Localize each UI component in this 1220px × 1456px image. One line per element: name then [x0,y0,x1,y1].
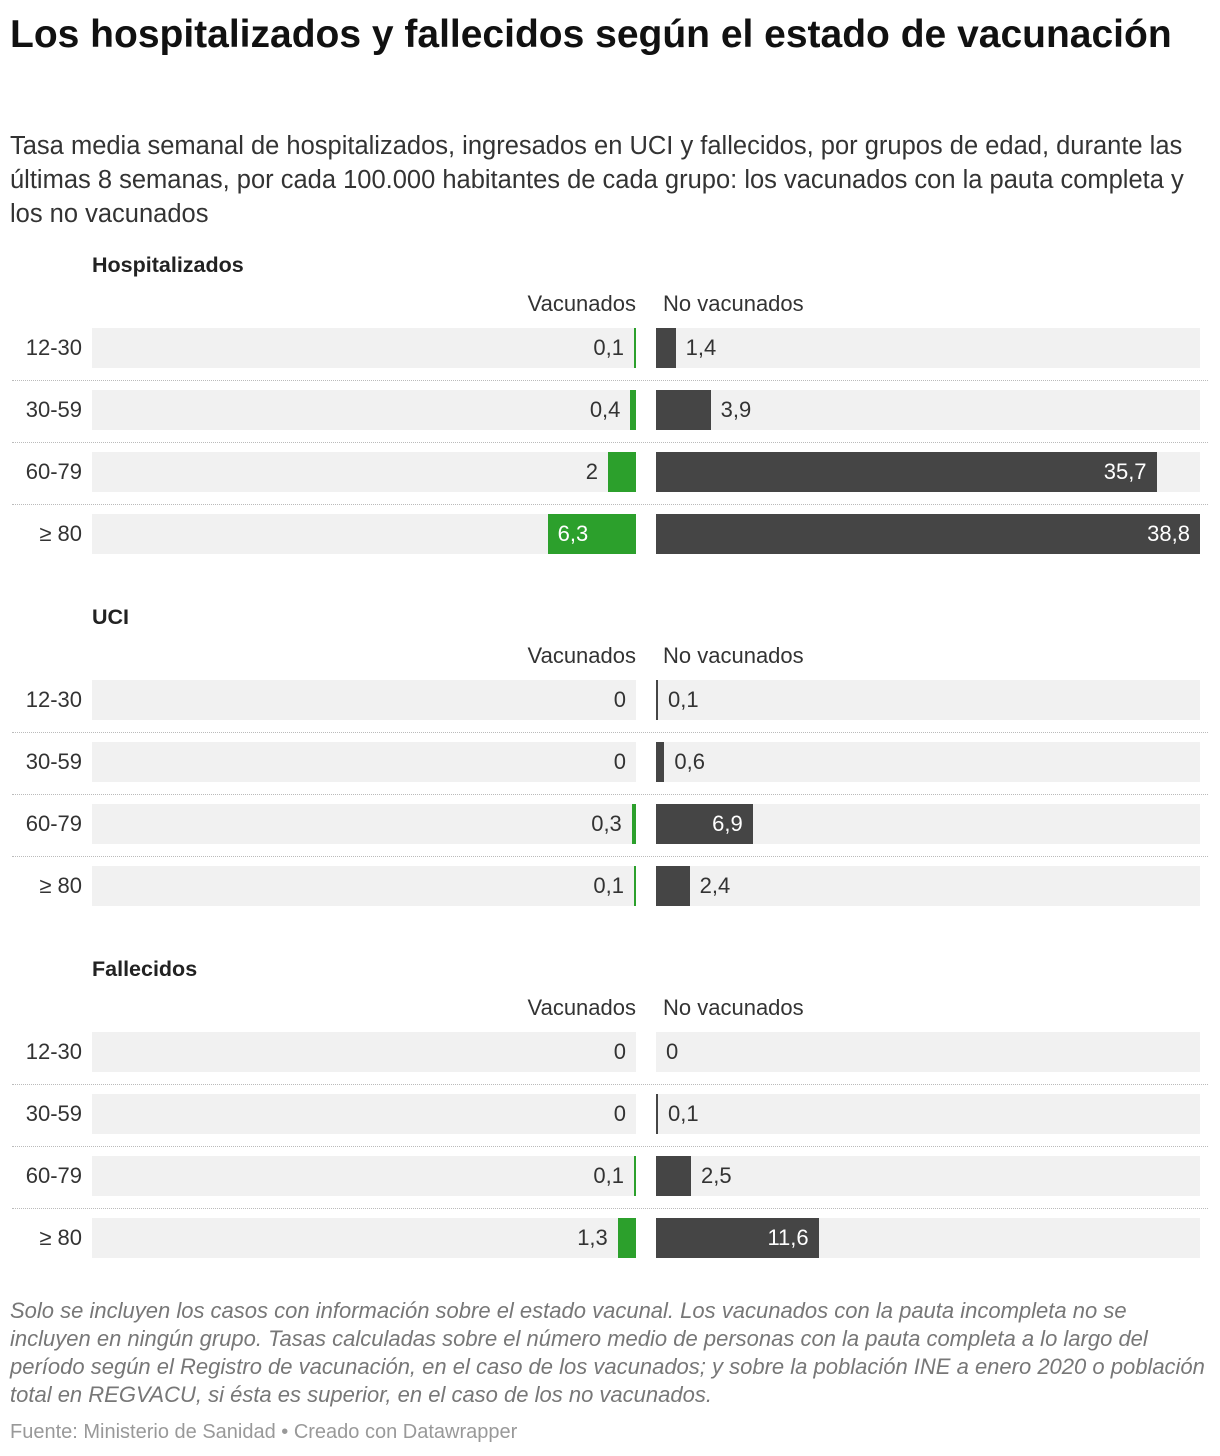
chart-title: Los hospitalizados y fallecidos según el… [10,13,1172,56]
bar-no-vacunados [656,1094,658,1134]
row-separator [12,504,1208,505]
bar-vacunados [634,1156,636,1196]
bar-no-vacunados [656,680,658,720]
value-label-no-vacunados: 0,1 [668,1101,699,1126]
row-separator [12,1208,1208,1209]
bar-vacunados [631,804,636,844]
bar-no-vacunados [656,1218,819,1258]
age-group-label: 30-59 [25,1101,82,1126]
column-header-no-vacunados: No vacunados [663,291,804,316]
age-group-label: 12-30 [25,1039,82,1064]
track-no-vacunados [656,866,1200,906]
bar-vacunados [547,514,636,554]
value-label-no-vacunados: 1,4 [685,335,717,360]
bar-no-vacunados [656,742,665,782]
bar-vacunados [630,390,636,430]
value-label-vacunados: 0,3 [591,811,622,836]
column-header-vacunados: Vacunados [527,643,636,668]
value-label-no-vacunados: 0,1 [668,687,699,712]
value-label-no-vacunados: 2,5 [701,1163,732,1188]
track-vacunados [92,452,636,492]
age-group-label: ≥ 80 [39,521,82,546]
track-no-vacunados [656,390,1200,430]
value-label-no-vacunados: 11,6 [767,1225,809,1250]
track-vacunados [92,804,636,844]
track-no-vacunados [656,1032,1200,1072]
row-separator [12,732,1208,733]
track-no-vacunados [656,1094,1200,1134]
track-vacunados [92,1032,636,1072]
panel-title: UCI [92,605,130,629]
row-separator [12,1084,1208,1085]
value-label-vacunados: 0,4 [589,397,621,422]
track-no-vacunados [656,742,1200,782]
bar-no-vacunados [656,452,1157,492]
value-label-vacunados: 0 [613,1101,626,1126]
footnote: Solo se incluyen los casos con informaci… [10,1298,1205,1407]
chart-subtitle: Tasa media semanal de hospitalizados, in… [10,132,1184,228]
bar-vacunados [634,328,636,368]
age-group-label: ≥ 80 [39,873,82,898]
row-separator [12,1146,1208,1147]
age-group-label: 30-59 [25,749,82,774]
bar-vacunados [634,866,636,906]
bar-vacunados [617,1218,636,1258]
bar-vacunados [607,452,636,492]
value-label-vacunados: 2 [585,459,598,484]
bar-no-vacunados [656,804,753,844]
value-label-vacunados: 1,3 [577,1225,608,1250]
column-header-no-vacunados: No vacunados [663,995,804,1020]
value-label-vacunados: 0,1 [593,1163,624,1188]
value-label-no-vacunados: 6,9 [712,811,743,836]
age-group-label: 12-30 [25,687,82,712]
panel-title: Fallecidos [92,957,198,981]
column-header-no-vacunados: No vacunados [663,643,804,668]
track-vacunados [92,1094,636,1134]
bar-no-vacunados [656,1156,692,1196]
track-vacunados [92,390,636,430]
track-no-vacunados [656,1156,1200,1196]
age-group-label: 60-79 [25,459,82,484]
age-group-label: ≥ 80 [39,1225,82,1250]
value-label-no-vacunados: 2,4 [699,873,731,898]
track-no-vacunados [656,680,1200,720]
value-label-no-vacunados: 38,8 [1147,521,1190,546]
age-group-label: 60-79 [25,811,82,836]
value-label-vacunados: 0,1 [593,873,624,898]
bar-no-vacunados [656,866,690,906]
age-group-label: 30-59 [25,397,82,422]
track-vacunados [92,742,636,782]
row-separator [12,380,1208,381]
value-label-no-vacunados: 3,9 [720,397,752,422]
value-label-no-vacunados: 35,7 [1103,459,1147,484]
row-separator [12,794,1208,795]
value-label-no-vacunados: 0 [666,1039,679,1064]
track-vacunados [92,866,636,906]
row-separator [12,856,1208,857]
bar-no-vacunados [656,390,711,430]
bar-no-vacunados [656,328,676,368]
track-vacunados [92,1156,636,1196]
track-vacunados [92,514,636,554]
column-header-vacunados: Vacunados [527,291,636,316]
age-group-label: 60-79 [25,1163,82,1188]
source-footer: Fuente: Ministerio de Sanidad • Creado c… [10,1421,518,1443]
panel-title: Hospitalizados [92,253,244,277]
age-group-label: 12-30 [25,335,82,360]
value-label-vacunados: 0 [613,1039,626,1064]
charts-area: Hospitalizados Vacunados No vacunados 12-30… [12,253,1208,1258]
column-header-vacunados: Vacunados [527,995,636,1020]
value-label-no-vacunados: 0,6 [674,749,705,774]
track-vacunados [92,1218,636,1258]
track-vacunados [92,680,636,720]
track-no-vacunados [656,328,1200,368]
track-vacunados [92,328,636,368]
value-label-vacunados: 6,3 [557,521,589,546]
value-label-vacunados: 0 [613,687,626,712]
bar-no-vacunados [656,514,1200,554]
value-label-vacunados: 0 [613,749,626,774]
row-separator [12,442,1208,443]
value-label-vacunados: 0,1 [593,335,624,360]
